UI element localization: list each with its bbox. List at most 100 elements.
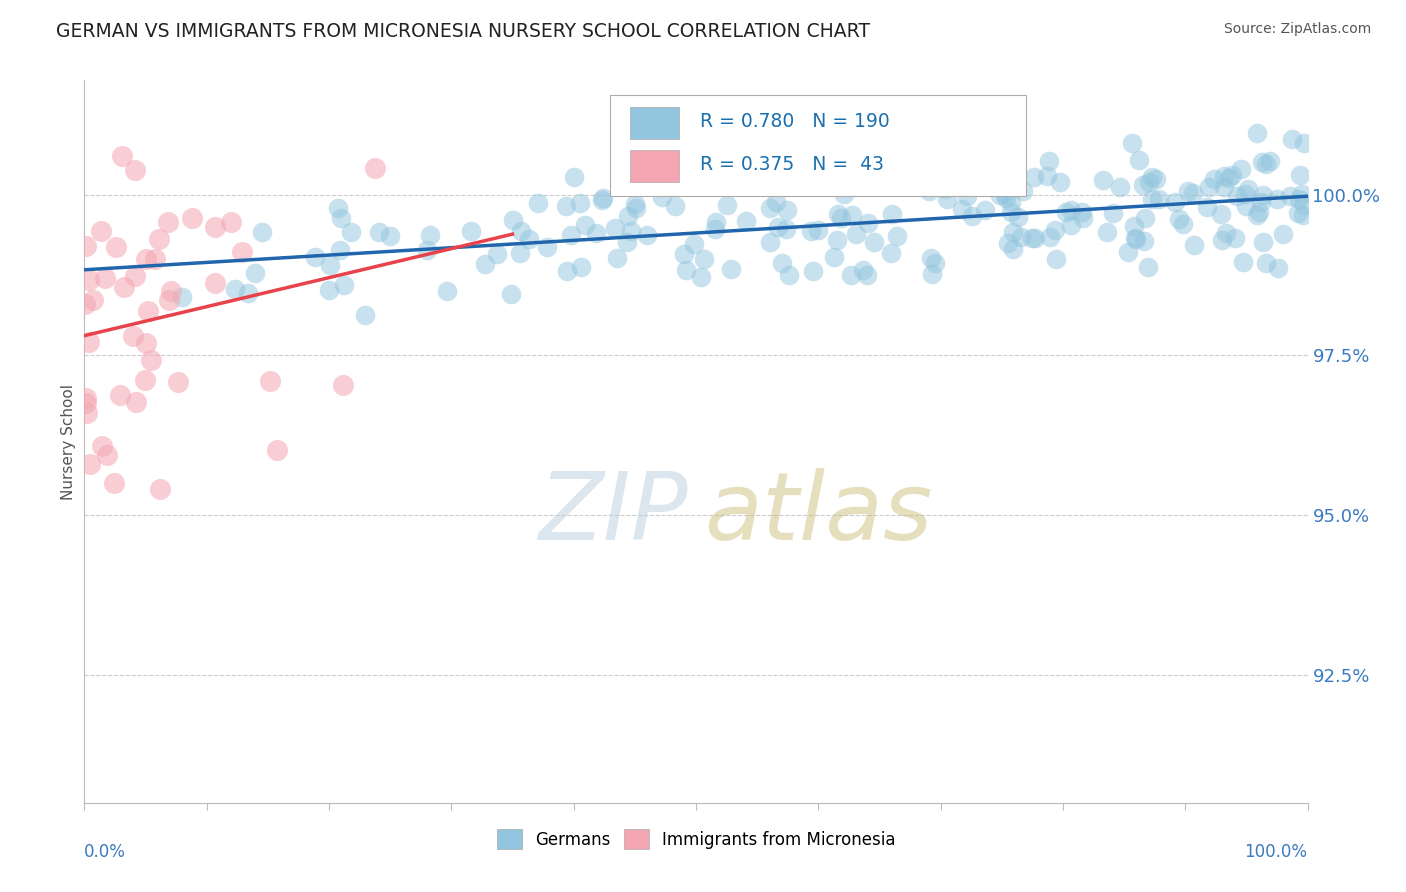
Point <box>170 290 193 304</box>
Point <box>935 192 957 206</box>
Point <box>1292 208 1315 222</box>
Point <box>675 263 697 277</box>
Point <box>1060 202 1083 217</box>
Point <box>1133 234 1156 248</box>
Point <box>1168 211 1191 226</box>
Point <box>502 212 524 227</box>
Point <box>333 277 356 292</box>
Point <box>1250 194 1272 209</box>
Point <box>90 224 112 238</box>
Point <box>616 209 638 223</box>
Point <box>134 373 156 387</box>
Point <box>339 225 361 239</box>
Point <box>1211 207 1233 221</box>
Point <box>856 216 879 230</box>
Point <box>555 199 578 213</box>
Point <box>1247 205 1270 219</box>
Point <box>1147 192 1170 206</box>
Point <box>1035 169 1057 183</box>
Point <box>735 214 758 228</box>
Point <box>368 225 391 239</box>
FancyBboxPatch shape <box>610 95 1026 196</box>
Point <box>380 229 402 244</box>
Point <box>517 232 540 246</box>
Point <box>605 220 627 235</box>
Point <box>527 195 550 210</box>
Point <box>568 196 591 211</box>
Point <box>1164 195 1187 210</box>
Point <box>1211 233 1233 247</box>
Point <box>1286 206 1309 220</box>
Point <box>1218 170 1240 185</box>
Point <box>1291 187 1313 202</box>
Legend: Germans, Immigrants from Micronesia: Germans, Immigrants from Micronesia <box>489 822 903 856</box>
Point <box>1281 132 1303 146</box>
Point <box>1215 226 1237 240</box>
Point <box>1256 256 1278 270</box>
Point <box>136 304 159 318</box>
Point <box>112 280 135 294</box>
Point <box>1000 195 1022 210</box>
Point <box>135 336 157 351</box>
Point <box>330 211 353 225</box>
Point <box>77 273 100 287</box>
Point <box>1000 205 1022 219</box>
Point <box>856 268 879 282</box>
Point <box>765 194 787 209</box>
Point <box>318 283 340 297</box>
Point <box>148 232 170 246</box>
Point <box>1230 161 1253 176</box>
Point <box>1121 136 1143 151</box>
Point <box>772 255 794 269</box>
Point <box>96 448 118 462</box>
Point <box>75 396 97 410</box>
Text: 0.0%: 0.0% <box>84 843 127 861</box>
Text: R = 0.375   N =  43: R = 0.375 N = 43 <box>700 155 883 174</box>
Point <box>1253 235 1275 250</box>
Point <box>636 228 658 243</box>
Point <box>591 193 613 207</box>
Point <box>841 208 863 222</box>
Point <box>1258 153 1281 168</box>
Point <box>956 188 979 202</box>
Point <box>416 244 439 258</box>
Point <box>1123 231 1146 245</box>
Point <box>166 375 188 389</box>
Point <box>76 406 98 420</box>
Point <box>111 148 134 162</box>
Point <box>204 276 226 290</box>
Point <box>509 245 531 260</box>
Point <box>825 233 848 247</box>
Point <box>997 236 1019 251</box>
Point <box>574 218 596 232</box>
Point <box>157 293 180 307</box>
Point <box>125 395 148 409</box>
Point <box>1095 225 1118 239</box>
Point <box>1002 243 1025 257</box>
Point <box>664 199 686 213</box>
Point <box>863 235 886 249</box>
Point <box>460 224 482 238</box>
Point <box>1182 238 1205 252</box>
Point <box>103 476 125 491</box>
Point <box>624 201 647 215</box>
Point <box>994 186 1017 201</box>
Point <box>485 247 508 261</box>
Point <box>181 211 204 226</box>
FancyBboxPatch shape <box>630 107 679 139</box>
Point <box>806 222 828 236</box>
Point <box>1294 198 1316 212</box>
Point <box>841 268 863 283</box>
Point <box>1195 200 1218 214</box>
Point <box>852 262 875 277</box>
Point <box>319 259 342 273</box>
Point <box>704 215 727 229</box>
Point <box>1232 254 1254 268</box>
Point <box>592 191 614 205</box>
Point <box>243 266 266 280</box>
Point <box>135 252 157 266</box>
Point <box>1272 227 1295 241</box>
Point <box>326 201 349 215</box>
Point <box>1140 169 1163 184</box>
Point <box>845 227 868 242</box>
